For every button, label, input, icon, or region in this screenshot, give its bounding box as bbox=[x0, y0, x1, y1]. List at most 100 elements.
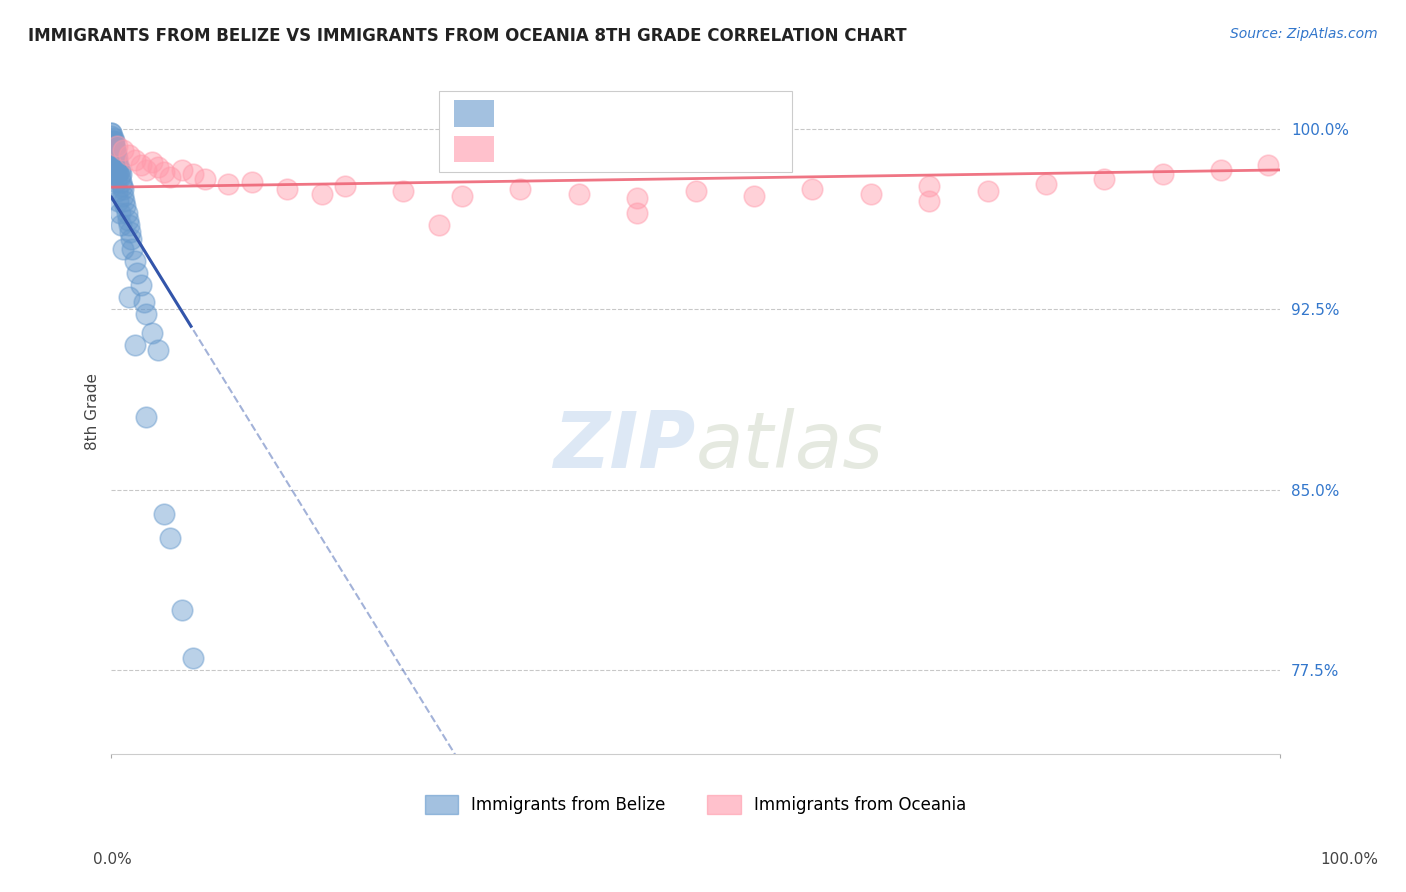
Text: 0.328: 0.328 bbox=[540, 140, 593, 158]
Text: 0.0%: 0.0% bbox=[93, 852, 132, 867]
Legend: Immigrants from Belize, Immigrants from Oceania: Immigrants from Belize, Immigrants from … bbox=[425, 795, 966, 814]
Point bbox=[124, 254, 146, 268]
Point bbox=[121, 242, 143, 256]
Point bbox=[112, 189, 135, 203]
Text: N =: N = bbox=[620, 140, 668, 158]
Point bbox=[101, 138, 124, 153]
Point bbox=[1094, 172, 1116, 186]
Point bbox=[124, 153, 146, 167]
Point bbox=[451, 189, 474, 203]
Point bbox=[101, 141, 124, 155]
Point bbox=[146, 160, 169, 174]
Point bbox=[104, 141, 127, 155]
Text: IMMIGRANTS FROM BELIZE VS IMMIGRANTS FROM OCEANIA 8TH GRADE CORRELATION CHART: IMMIGRANTS FROM BELIZE VS IMMIGRANTS FRO… bbox=[28, 27, 907, 45]
Point bbox=[108, 162, 131, 177]
Point bbox=[101, 151, 124, 165]
Point bbox=[108, 206, 131, 220]
Point bbox=[104, 160, 127, 174]
Point bbox=[118, 148, 141, 162]
Point bbox=[1257, 158, 1279, 172]
Point bbox=[100, 134, 122, 148]
Point bbox=[118, 290, 141, 304]
Point bbox=[859, 186, 882, 201]
Point bbox=[153, 507, 176, 521]
Point bbox=[801, 182, 824, 196]
Point bbox=[114, 199, 136, 213]
Point bbox=[104, 158, 127, 172]
Text: -0.252: -0.252 bbox=[540, 104, 593, 122]
Point bbox=[159, 169, 181, 184]
Point bbox=[111, 179, 134, 194]
Point bbox=[103, 148, 125, 162]
Point bbox=[626, 206, 648, 220]
Text: N =: N = bbox=[620, 104, 668, 122]
Point bbox=[153, 165, 176, 179]
Point bbox=[976, 184, 998, 198]
Point bbox=[107, 194, 129, 208]
Point bbox=[112, 242, 135, 256]
Point bbox=[141, 155, 163, 169]
Point bbox=[181, 167, 204, 181]
Point bbox=[194, 172, 217, 186]
Point bbox=[110, 175, 132, 189]
Point bbox=[110, 218, 132, 232]
Point bbox=[141, 326, 163, 341]
Point bbox=[1035, 177, 1057, 191]
Point bbox=[918, 179, 941, 194]
Point bbox=[101, 145, 124, 160]
Point bbox=[103, 134, 125, 148]
Point bbox=[103, 145, 125, 160]
Point bbox=[105, 145, 128, 160]
Point bbox=[100, 128, 122, 143]
Text: 37: 37 bbox=[657, 140, 678, 158]
Point bbox=[115, 206, 138, 220]
Point bbox=[181, 651, 204, 665]
Point bbox=[103, 160, 125, 174]
Point bbox=[105, 153, 128, 167]
Point bbox=[742, 189, 765, 203]
Point bbox=[105, 175, 128, 189]
Point bbox=[104, 145, 127, 160]
Point bbox=[101, 134, 124, 148]
Point bbox=[1152, 167, 1174, 181]
Point bbox=[104, 151, 127, 165]
Point bbox=[240, 175, 263, 189]
Point bbox=[170, 603, 193, 617]
Point bbox=[135, 307, 157, 321]
Point bbox=[101, 136, 124, 150]
Point bbox=[311, 186, 333, 201]
Point bbox=[134, 294, 156, 309]
Point bbox=[135, 410, 157, 425]
Text: atlas: atlas bbox=[696, 408, 883, 483]
Text: R =: R = bbox=[505, 104, 541, 122]
Point bbox=[105, 138, 128, 153]
Point bbox=[918, 194, 941, 208]
Point bbox=[103, 138, 125, 153]
Point bbox=[685, 184, 707, 198]
Point bbox=[118, 218, 141, 232]
Point bbox=[568, 186, 591, 201]
Y-axis label: 8th Grade: 8th Grade bbox=[86, 373, 100, 450]
Point bbox=[159, 531, 181, 545]
Point bbox=[107, 165, 129, 179]
Point bbox=[509, 182, 531, 196]
Point bbox=[103, 153, 125, 167]
Point bbox=[120, 232, 142, 246]
Point bbox=[129, 158, 152, 172]
Point bbox=[626, 191, 648, 205]
Point bbox=[101, 131, 124, 145]
Point bbox=[129, 278, 152, 293]
Point bbox=[100, 127, 122, 141]
Point bbox=[276, 182, 298, 196]
Point bbox=[105, 151, 128, 165]
Point bbox=[146, 343, 169, 357]
Point bbox=[124, 338, 146, 352]
Point bbox=[112, 194, 135, 208]
Point bbox=[170, 162, 193, 177]
Point bbox=[217, 177, 239, 191]
Point bbox=[110, 167, 132, 181]
Point bbox=[112, 144, 135, 158]
Point bbox=[101, 144, 124, 158]
Point bbox=[105, 165, 128, 179]
Point bbox=[105, 184, 128, 198]
